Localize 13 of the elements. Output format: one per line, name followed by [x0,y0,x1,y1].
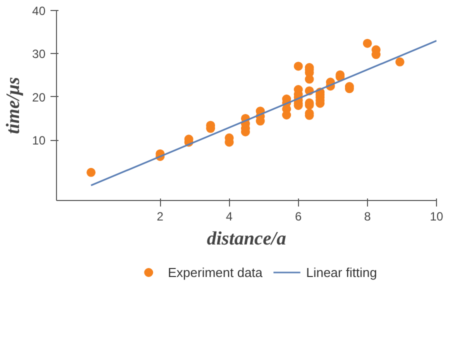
y-tick-label: 40 [32,4,46,18]
x-tick-label: 4 [226,210,233,224]
y-tick-label: 30 [32,47,46,62]
y-tick-label: 20 [32,90,46,104]
legend-label: Linear fitting [306,265,377,280]
y-axis-title: time/μs [3,76,24,134]
x-tick-label: 10 [430,210,444,224]
x-tick-label: 6 [294,210,302,224]
x-tick-label: 2 [156,210,164,224]
y-tick-label: 10 [32,134,46,148]
x-axis-title: distance/a [206,228,287,250]
legend-label: Experiment data [168,265,264,280]
x-tick-label: 8 [364,210,372,224]
